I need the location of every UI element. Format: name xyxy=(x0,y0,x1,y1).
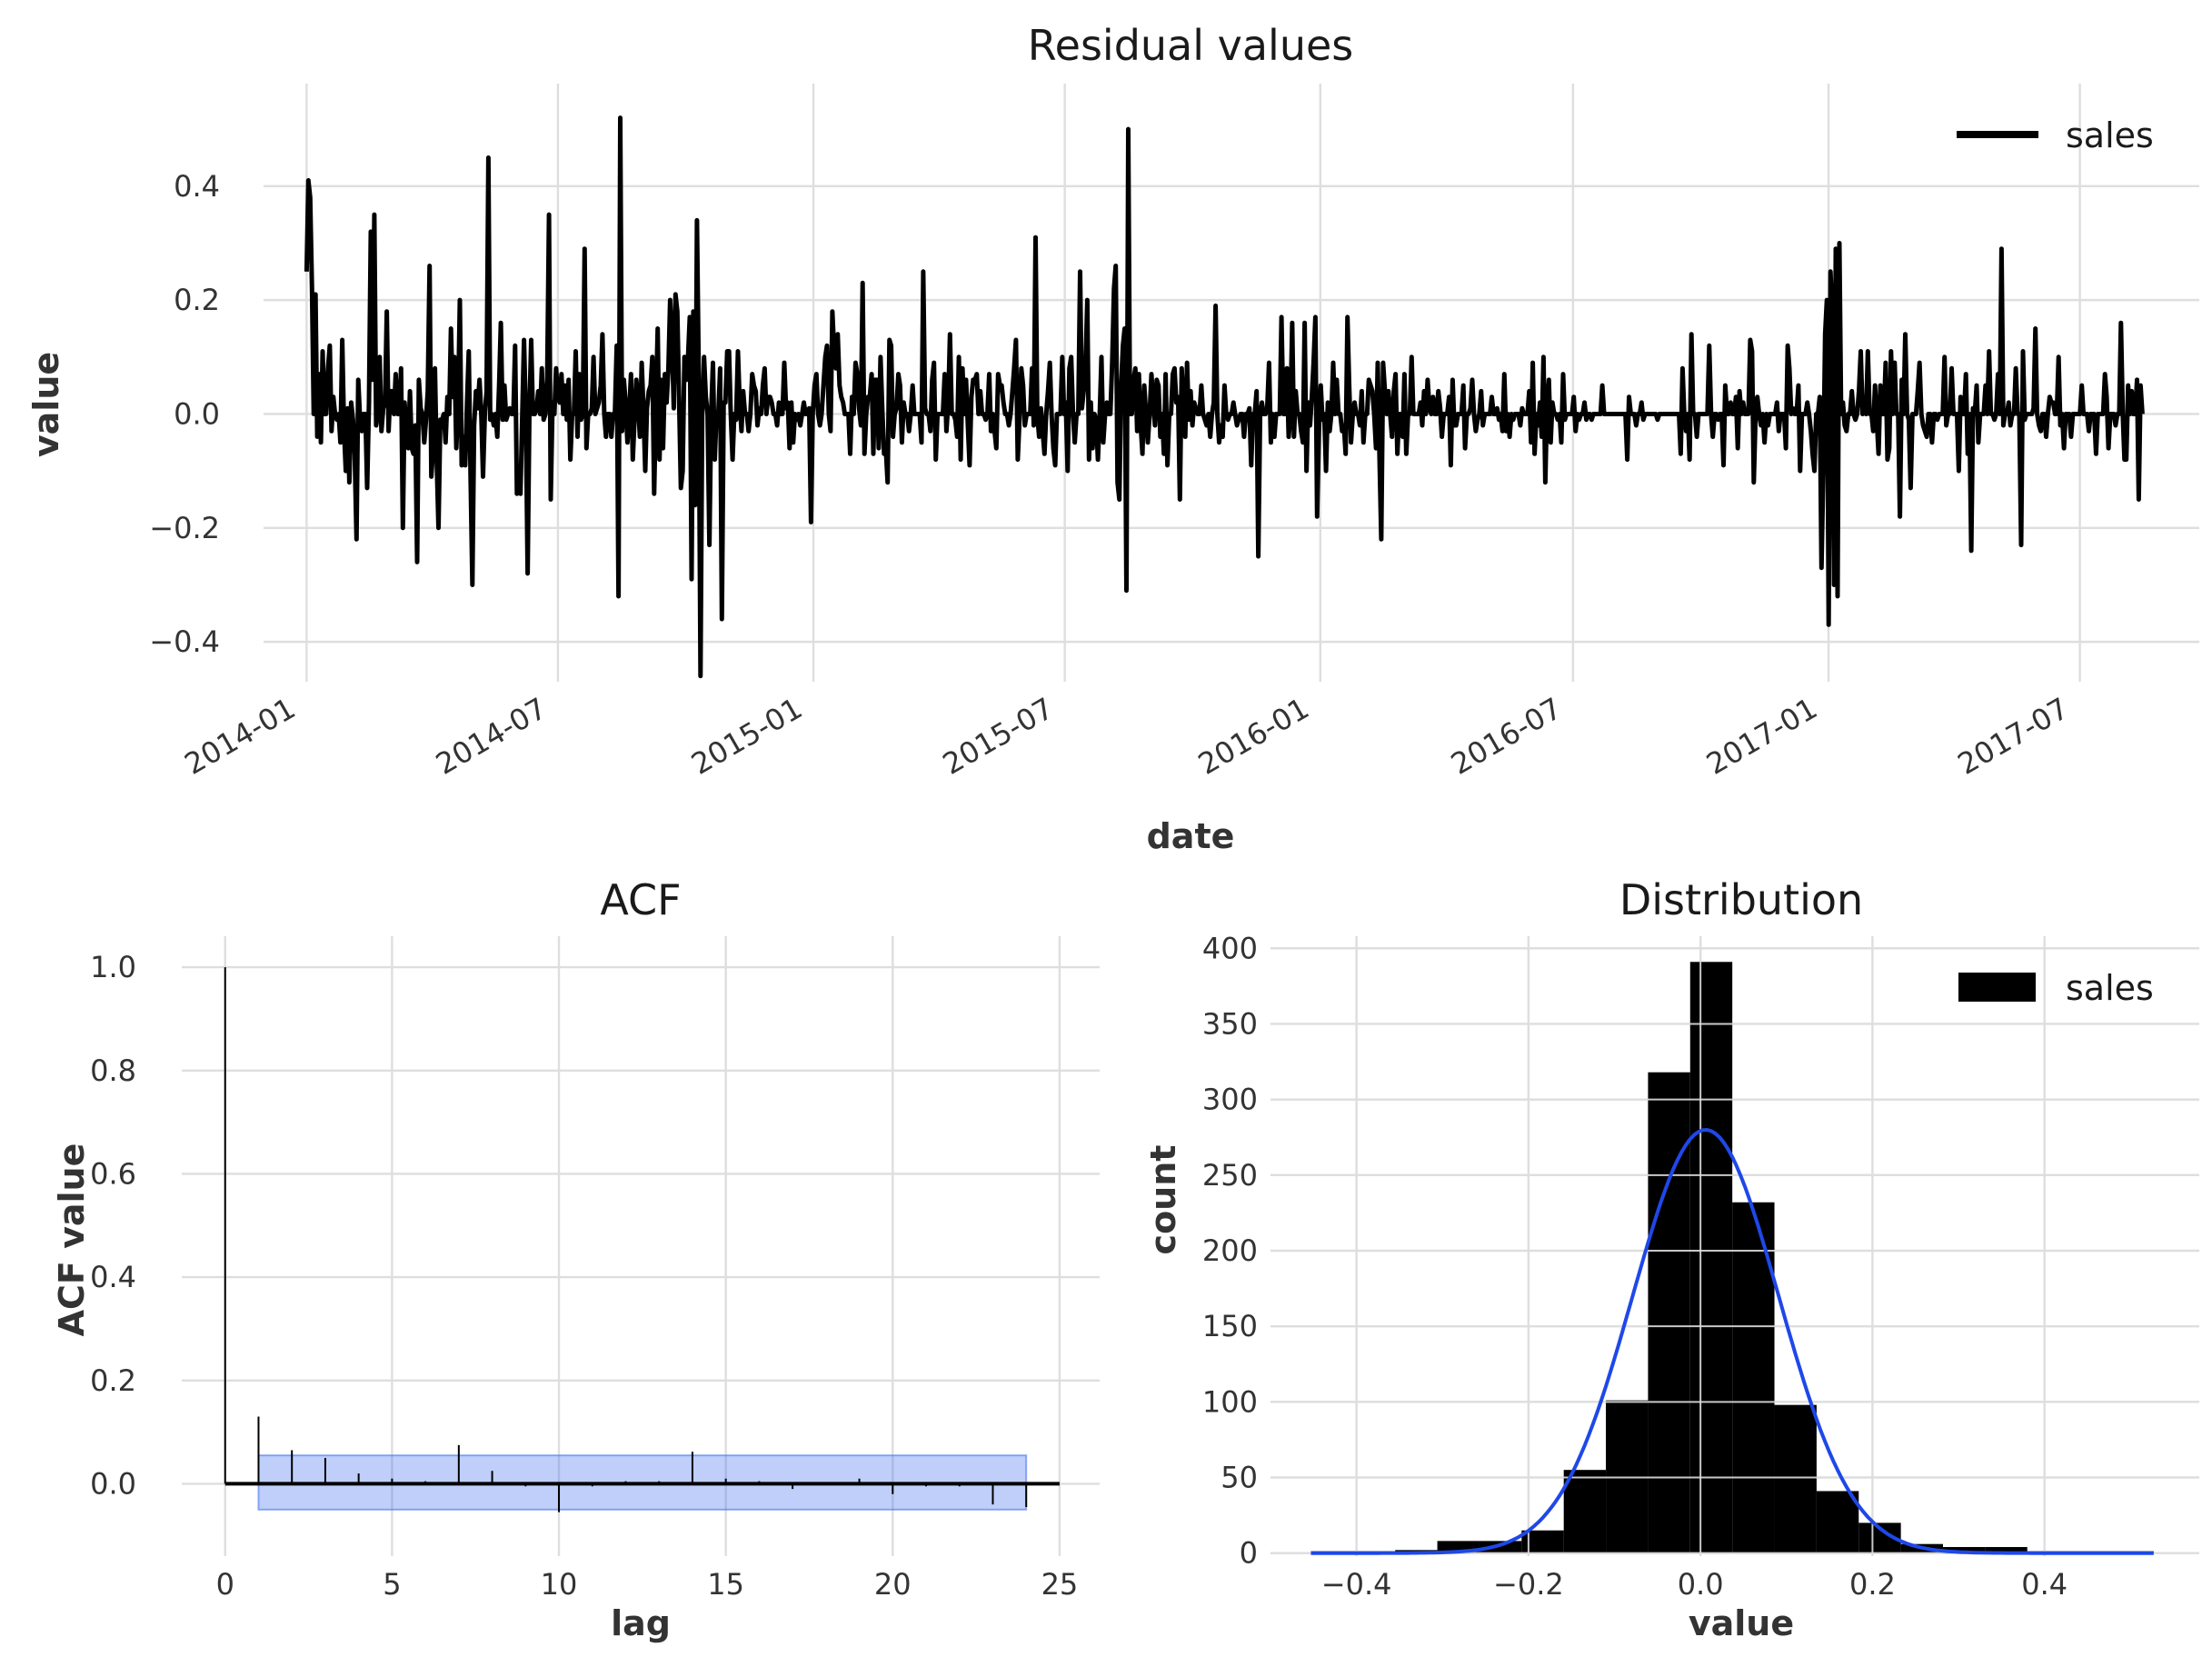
acf-x-tick-label: 15 xyxy=(707,1567,744,1602)
distribution-x-tick-label: 0.2 xyxy=(1849,1567,1896,1602)
distribution-legend-label: sales xyxy=(2066,968,2154,1008)
distribution-bar xyxy=(1816,1491,1859,1553)
acf-y-tick-label: 1.0 xyxy=(90,950,136,984)
distribution-bar xyxy=(1563,1470,1607,1553)
distribution-y-tick-label: 300 xyxy=(1202,1083,1258,1117)
acf-y-ticks: 0.0 0.2 0.4 0.6 0.8 1.0 xyxy=(90,950,136,1501)
distribution-bar xyxy=(1479,1541,1522,1553)
acf-title: ACF xyxy=(600,875,681,924)
acf-y-tick-label: 0.0 xyxy=(90,1466,136,1501)
distribution-bar xyxy=(1648,1072,1690,1553)
acf-x-tick-label: 5 xyxy=(383,1567,401,1602)
distribution-bar xyxy=(1943,1547,1986,1553)
distribution-chart: 0 50 100 150 200 250 300 350 400 −0.4 −0.2 0.0 0.2 0… xyxy=(1143,875,2199,1643)
distribution-bar xyxy=(1985,1547,2028,1553)
acf-chart: 0.0 0.2 0.4 0.6 0.8 1.0 0 5 10 15 20 25 ACF lag AC… xyxy=(52,875,1100,1643)
acf-x-tick-label: 10 xyxy=(541,1567,578,1602)
residuals-y-tick-label: 0.0 xyxy=(174,396,220,431)
acf-y-tick-label: 0.4 xyxy=(90,1260,136,1294)
distribution-y-tick-label: 250 xyxy=(1202,1158,1258,1193)
distribution-y-label: count xyxy=(1143,1145,1183,1255)
residuals-series-sales xyxy=(304,115,2145,679)
distribution-legend: sales xyxy=(1958,968,2154,1008)
distribution-title: Distribution xyxy=(1619,875,1863,924)
distribution-bar xyxy=(1774,1404,1817,1553)
distribution-x-tick-label: 0.0 xyxy=(1678,1567,1724,1602)
acf-bars xyxy=(224,967,1060,1512)
distribution-x-ticks: −0.4 −0.2 0.0 0.2 0.4 xyxy=(1321,1567,2068,1602)
residuals-y-ticks: −0.4 −0.2 0.0 0.2 0.4 xyxy=(149,169,220,659)
residuals-y-tick-label: 0.2 xyxy=(174,283,220,317)
distribution-grid-overlay xyxy=(1270,936,2199,1556)
distribution-y-tick-label: 400 xyxy=(1202,931,1258,965)
residuals-line xyxy=(304,115,2145,679)
acf-y-label: ACF value xyxy=(52,1143,92,1337)
distribution-y-tick-label: 0 xyxy=(1240,1536,1258,1571)
acf-x-tick-label: 25 xyxy=(1041,1567,1079,1602)
residuals-x-label: date xyxy=(1147,816,1235,856)
residuals-y-tick-label: −0.2 xyxy=(149,511,220,545)
distribution-y-tick-label: 200 xyxy=(1202,1233,1258,1268)
acf-x-label: lag xyxy=(611,1603,671,1643)
distribution-normal-fit xyxy=(1310,1127,2154,1555)
distribution-x-label: value xyxy=(1689,1603,1794,1643)
distribution-y-tick-label: 350 xyxy=(1202,1006,1258,1041)
distribution-legend-swatch xyxy=(1958,973,2036,1002)
residuals-legend: sales xyxy=(1957,115,2154,155)
residuals-legend-label: sales xyxy=(2066,115,2154,155)
residuals-y-label: value xyxy=(26,352,66,457)
acf-x-tick-label: 20 xyxy=(874,1567,912,1602)
distribution-fit-line xyxy=(1310,1127,2154,1555)
residuals-title: Residual values xyxy=(1028,21,1354,70)
distribution-y-tick-label: 100 xyxy=(1202,1384,1258,1419)
residuals-y-tick-label: 0.4 xyxy=(174,169,220,204)
acf-x-tick-label: 0 xyxy=(216,1567,234,1602)
distribution-x-tick-label: 0.4 xyxy=(2021,1567,2068,1602)
acf-y-tick-label: 0.2 xyxy=(90,1363,136,1398)
acf-y-tick-label: 0.8 xyxy=(90,1053,136,1088)
residuals-y-tick-label: −0.4 xyxy=(149,624,220,659)
acf-x-ticks: 0 5 10 15 20 25 xyxy=(216,1567,1079,1602)
distribution-x-tick-label: −0.2 xyxy=(1493,1567,1564,1602)
acf-y-tick-label: 0.6 xyxy=(90,1156,136,1191)
distribution-y-ticks: 0 50 100 150 200 250 300 350 400 xyxy=(1202,931,1258,1570)
distribution-y-tick-label: 50 xyxy=(1221,1461,1258,1495)
distribution-bar xyxy=(1689,962,1733,1553)
distribution-x-tick-label: −0.4 xyxy=(1321,1567,1392,1602)
distribution-y-tick-label: 150 xyxy=(1202,1309,1258,1343)
